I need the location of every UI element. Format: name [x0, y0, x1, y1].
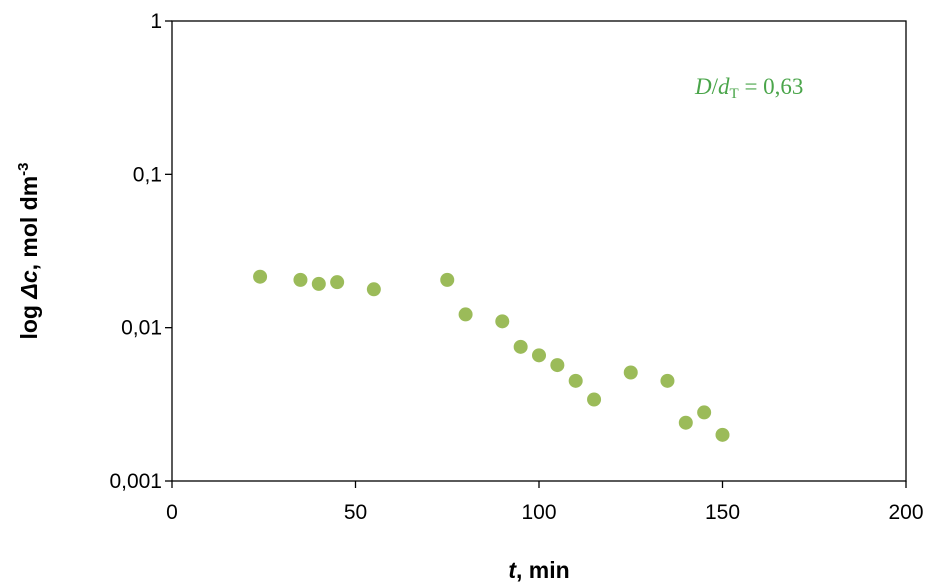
- data-point: [587, 392, 602, 407]
- annotation-slash: /: [712, 74, 719, 99]
- x-tick-label: 0: [166, 501, 178, 524]
- x-tick-label: 50: [344, 501, 367, 524]
- y-axis-title-var: Δc: [16, 270, 42, 299]
- data-point: [293, 272, 308, 287]
- data-point: [458, 307, 473, 322]
- annotation-D: D: [694, 74, 712, 99]
- y-tick-label: 0,001: [109, 470, 162, 493]
- data-point: [568, 373, 583, 388]
- y-axis-title-sup: -3: [15, 162, 32, 175]
- data-point: [532, 348, 546, 363]
- x-tick-label: 150: [705, 501, 740, 524]
- data-point: [311, 276, 326, 291]
- y-tick-label: 1: [150, 10, 162, 33]
- y-axis-ticks: 1 0,1 0,01 0,001: [109, 10, 172, 493]
- y-axis-title-unit: , mol dm: [16, 176, 42, 271]
- data-point: [440, 272, 455, 287]
- annotation-value: = 0,63: [739, 74, 804, 99]
- annotation-subscript: T: [730, 86, 739, 102]
- data-point: [253, 269, 268, 284]
- data-point: [678, 415, 693, 430]
- x-axis-title-var: t: [508, 557, 517, 583]
- data-point: [550, 358, 565, 373]
- data-point: [715, 427, 730, 442]
- x-axis-ticks: 0 50 100 150 200: [166, 481, 924, 524]
- data-point: [660, 373, 675, 388]
- y-tick-label: 0,1: [133, 163, 162, 186]
- ratio-annotation: D/dT = 0,63: [694, 74, 803, 102]
- x-axis-title-unit: , min: [516, 557, 570, 583]
- data-point: [366, 282, 381, 297]
- annotation-d: d: [718, 74, 730, 99]
- x-tick-label: 200: [888, 501, 923, 524]
- data-points: [253, 269, 730, 442]
- x-tick-label: 100: [521, 501, 556, 524]
- x-axis-title: t, min: [508, 557, 569, 583]
- y-tick-label: 0,01: [121, 317, 162, 340]
- data-point: [495, 314, 510, 329]
- y-axis-title: log Δc, mol dm-3: [15, 162, 42, 339]
- y-axis-title-prefix: log: [16, 299, 42, 340]
- data-point: [623, 365, 638, 380]
- data-point: [513, 339, 528, 354]
- data-point: [697, 405, 712, 420]
- data-point: [330, 275, 345, 290]
